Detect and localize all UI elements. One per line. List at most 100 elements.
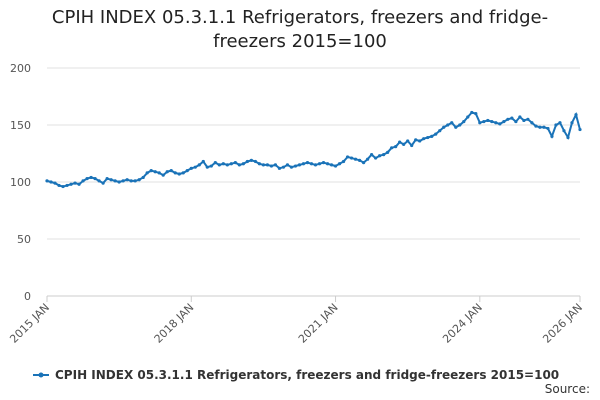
data-point: [193, 165, 197, 169]
data-point: [217, 163, 221, 167]
data-point: [237, 163, 241, 167]
data-point: [153, 170, 157, 174]
data-point: [438, 129, 442, 133]
data-point: [201, 159, 205, 164]
data-point: [578, 127, 582, 132]
data-point: [482, 119, 486, 124]
data-point: [169, 169, 173, 173]
y-tick-label: 50: [17, 233, 31, 246]
data-point: [486, 118, 490, 123]
data-point: [157, 171, 161, 175]
data-point: [414, 138, 418, 142]
data-point: [145, 171, 149, 175]
data-point: [366, 157, 370, 161]
data-point: [357, 158, 362, 162]
data-point: [81, 179, 85, 183]
legend-label: CPIH INDEX 05.3.1.1 Refrigerators, freez…: [55, 368, 559, 382]
data-point: [430, 134, 434, 138]
data-point: [229, 162, 233, 166]
data-point: [261, 163, 266, 167]
data-point: [329, 163, 334, 167]
data-point: [325, 162, 330, 166]
data-point: [494, 121, 498, 125]
data-point: [161, 173, 165, 177]
data-point: [474, 112, 478, 116]
data-point: [345, 155, 350, 159]
data-point: [313, 163, 318, 167]
data-point: [113, 179, 117, 183]
data-point: [53, 181, 57, 185]
data-point: [378, 154, 382, 158]
data-point: [434, 132, 438, 136]
data-point: [538, 125, 542, 129]
data-point: [197, 163, 201, 167]
data-point: [410, 143, 414, 148]
data-point: [117, 180, 121, 184]
data-point: [550, 134, 554, 138]
data-point: [177, 172, 181, 176]
data-point: [289, 165, 294, 169]
x-tick-label: 2015 JAN: [7, 301, 52, 346]
data-point: [101, 181, 105, 185]
y-tick-label: 150: [10, 119, 31, 132]
data-point: [125, 178, 129, 182]
data-point: [554, 123, 558, 127]
data-point: [221, 162, 225, 166]
data-point: [574, 113, 578, 117]
data-point: [558, 121, 562, 125]
data-point: [209, 164, 213, 168]
data-point: [353, 157, 358, 161]
data-point: [281, 165, 286, 169]
data-point: [458, 123, 462, 127]
data-point: [374, 156, 378, 160]
data-point: [386, 150, 390, 154]
x-tick-label: 2026 JAN: [540, 301, 585, 346]
data-point: [149, 169, 153, 173]
x-tick-label: 2024 JAN: [440, 301, 485, 346]
data-point: [566, 135, 570, 140]
data-point: [45, 179, 49, 183]
y-tick-label: 0: [24, 290, 31, 303]
y-tick-label: 100: [10, 176, 31, 189]
data-point: [398, 140, 402, 144]
data-point: [93, 176, 97, 181]
data-point: [69, 182, 73, 186]
data-point: [181, 171, 185, 175]
x-tick-label: 2021 JAN: [296, 301, 341, 346]
chart-title: CPIH INDEX 05.3.1.1 Refrigerators, freez…: [51, 7, 549, 52]
source: Source:: [545, 382, 590, 396]
data-point: [185, 169, 189, 173]
data-point: [257, 162, 261, 166]
data-point: [89, 175, 93, 180]
data-point: [498, 122, 502, 126]
data-point: [265, 163, 270, 167]
data-point: [349, 156, 354, 160]
data-point: [510, 116, 514, 120]
data-point: [249, 158, 253, 162]
data-point: [137, 178, 141, 182]
data-point: [165, 170, 169, 174]
data-point: [233, 161, 237, 165]
data-point: [406, 139, 410, 143]
data-point: [213, 161, 217, 165]
data-point: [305, 161, 310, 165]
data-point: [293, 164, 298, 168]
data-point: [241, 162, 245, 166]
x-tick-label: 2018 JAN: [152, 301, 197, 346]
data-point: [490, 119, 494, 124]
data-point: [73, 181, 77, 185]
data-point: [442, 125, 446, 129]
data-point: [570, 121, 574, 125]
data-point: [522, 118, 526, 123]
data-point: [253, 159, 257, 164]
data-point: [285, 163, 290, 167]
data-point: [450, 121, 454, 125]
data-point: [109, 178, 113, 182]
data-point: [341, 159, 346, 164]
data-point: [402, 142, 406, 146]
data-point: [506, 117, 510, 121]
data-point: [546, 126, 550, 131]
data-point: [277, 166, 282, 170]
data-point: [273, 163, 278, 167]
data-point: [390, 146, 394, 150]
